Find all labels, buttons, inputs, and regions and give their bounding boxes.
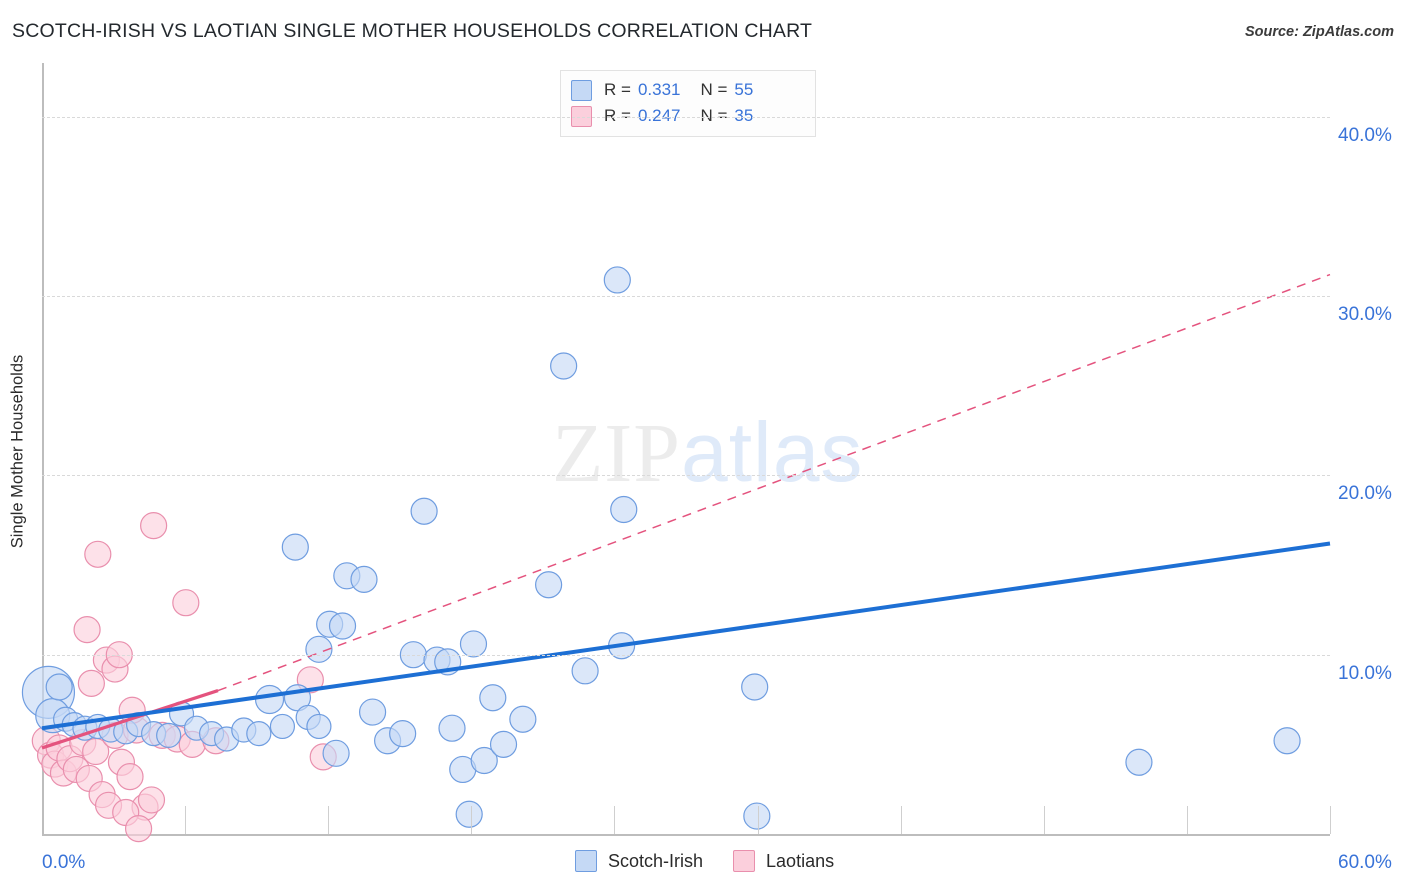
- gridline-40: [42, 116, 1330, 118]
- page-title: SCOTCH-IRISH VS LAOTIAN SINGLE MOTHER HO…: [12, 20, 813, 42]
- scatter-point[interactable]: [550, 352, 578, 380]
- scatter-point[interactable]: [389, 719, 417, 748]
- scatter-point[interactable]: [741, 673, 769, 701]
- n-label-blue: N =: [700, 80, 728, 99]
- scatter-point[interactable]: [77, 669, 105, 697]
- x-axis-line: [42, 834, 1330, 836]
- legend-swatch-scotch-irish-icon: [575, 850, 597, 872]
- x-axis-tick: [328, 806, 330, 834]
- scatter-point[interactable]: [743, 802, 771, 830]
- x-axis-tick: [900, 806, 902, 834]
- scatter-point[interactable]: [459, 630, 488, 658]
- scatter-point[interactable]: [254, 684, 285, 715]
- source-attribution: Source: ZipAtlas.com: [1244, 24, 1394, 40]
- r-value-blue: 0.331: [637, 80, 681, 99]
- trendline-laotians-solid: [41, 689, 219, 750]
- x-axis-tick: [1330, 806, 1331, 834]
- scatter-point[interactable]: [306, 713, 332, 740]
- scatter-point[interactable]: [140, 511, 168, 540]
- n-label-pink: N =: [700, 106, 728, 125]
- scatter-point[interactable]: [438, 714, 466, 742]
- x-axis-tick: [614, 806, 616, 834]
- correlation-stats-legend: R = 0.331 N = 55 R = 0.247 N = 35: [560, 70, 816, 137]
- scatter-point[interactable]: [322, 739, 350, 767]
- x-axis-tick: [185, 806, 187, 834]
- series-swatch-pink-icon: [571, 105, 592, 127]
- scatter-point[interactable]: [571, 657, 599, 685]
- x-axis-min-label: 0.0%: [42, 852, 86, 873]
- gridline-30: [42, 296, 1330, 298]
- gridline-20: [42, 475, 1330, 477]
- x-axis-max-label: 60.0%: [1338, 852, 1392, 873]
- scatter-point[interactable]: [1125, 748, 1153, 776]
- x-axis-tick: [1043, 806, 1045, 834]
- x-axis-tick: [471, 806, 473, 834]
- legend-label-laotians: Laotians: [766, 850, 835, 871]
- x-axis-tick: [1186, 806, 1188, 834]
- legend-item-laotians[interactable]: Laotians: [733, 850, 834, 872]
- scatter-point[interactable]: [172, 589, 200, 617]
- y-axis-tick-label: 10.0%: [1338, 662, 1392, 684]
- scatter-point[interactable]: [535, 571, 563, 599]
- scatter-point[interactable]: [455, 800, 483, 828]
- gridline-10: [42, 654, 1330, 656]
- y-axis-title: Single Mother Households: [8, 354, 27, 549]
- r-value-pink: 0.247: [637, 106, 681, 125]
- scatter-point[interactable]: [358, 698, 387, 726]
- stats-row-scotch-irish: R = 0.331 N = 55: [571, 77, 805, 103]
- scatter-point[interactable]: [45, 673, 73, 701]
- legend-item-scotch-irish[interactable]: Scotch-Irish: [575, 850, 703, 872]
- y-axis-line: [42, 63, 44, 835]
- scatter-point[interactable]: [84, 540, 112, 568]
- scatter-point[interactable]: [328, 612, 357, 640]
- scatter-point[interactable]: [479, 684, 507, 712]
- scatter-point[interactable]: [281, 533, 309, 561]
- series-legend: Scotch-Irish Laotians: [575, 850, 852, 872]
- scatter-point[interactable]: [156, 722, 182, 748]
- scatter-point[interactable]: [489, 730, 518, 758]
- scatter-point[interactable]: [137, 786, 166, 814]
- scatter-point[interactable]: [125, 815, 153, 843]
- r-label-pink: R =: [604, 106, 631, 125]
- scatter-point[interactable]: [470, 746, 498, 775]
- scatter-point[interactable]: [1273, 727, 1301, 755]
- scatter-point[interactable]: [116, 763, 144, 791]
- scatter-point[interactable]: [410, 497, 438, 525]
- scatter-point[interactable]: [610, 495, 638, 524]
- scatter-point[interactable]: [246, 720, 272, 747]
- scatter-point[interactable]: [350, 565, 378, 593]
- legend-swatch-laotians-icon: [733, 850, 756, 872]
- series-swatch-blue-icon: [571, 79, 592, 101]
- y-axis-tick-label: 20.0%: [1338, 483, 1392, 505]
- scatter-point[interactable]: [269, 713, 296, 740]
- y-axis-tick-label: 40.0%: [1338, 124, 1392, 146]
- x-axis-tick: [757, 806, 759, 834]
- trendline-scotch-irish: [41, 541, 1331, 731]
- scatter-point[interactable]: [73, 615, 101, 644]
- scatter-point[interactable]: [603, 266, 631, 294]
- trendline-laotians-dashed: [217, 273, 1331, 692]
- r-label-blue: R =: [604, 80, 631, 99]
- n-value-blue: 55: [734, 80, 754, 99]
- stats-row-laotians: R = 0.247 N = 35: [571, 103, 805, 129]
- y-axis-tick-label: 30.0%: [1338, 304, 1392, 326]
- scatter-point[interactable]: [509, 705, 537, 733]
- n-value-pink: 35: [734, 106, 754, 125]
- legend-label-scotch-irish: Scotch-Irish: [608, 850, 704, 871]
